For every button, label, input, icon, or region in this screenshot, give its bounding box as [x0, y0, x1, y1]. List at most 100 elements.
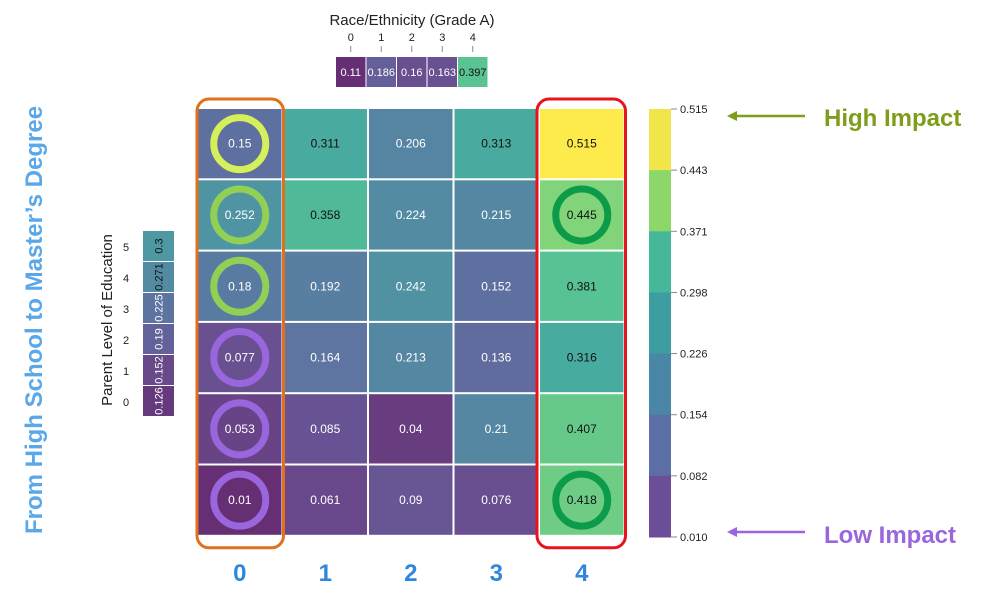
colorbar-segment	[649, 170, 671, 232]
colorbar-segment	[649, 292, 671, 355]
cell-label: 0.316	[567, 351, 597, 365]
highlight-circle	[210, 399, 270, 459]
marginal-top-tick: 4	[470, 32, 476, 44]
heatmap-cell	[454, 251, 538, 321]
heatmap-cell	[369, 322, 453, 393]
x-axis-label: 2	[404, 560, 417, 587]
cell-label: 0.15	[228, 137, 252, 151]
left-highlight-box	[195, 97, 285, 550]
cell-label: 0.076	[481, 493, 511, 507]
marginal-top-value: 0.397	[459, 67, 487, 79]
heatmap-cell	[540, 251, 624, 321]
marginal-top-cell	[336, 57, 366, 87]
marginal-top-cell	[366, 57, 396, 87]
cell-label: 0.164	[310, 351, 340, 365]
colorbar-segment	[649, 109, 671, 171]
marginal-left-value: 0.271	[154, 263, 166, 291]
cell-label: 0.213	[396, 351, 426, 365]
cell-label: 0.381	[567, 279, 597, 293]
heatmap-cell	[369, 109, 453, 179]
heatmap-cell	[454, 180, 538, 250]
heatmap-cell	[283, 180, 367, 250]
marginal-left-title: Parent Level of Education	[99, 234, 116, 406]
marginal-left-cell	[143, 293, 174, 323]
heatmap-cell	[369, 465, 453, 535]
colorbar-segment	[649, 231, 671, 293]
marginal-top-value: 0.16	[401, 67, 422, 79]
colorbar-segment	[649, 414, 671, 477]
cell-label: 0.136	[481, 351, 511, 365]
high-impact-label: High Impact	[824, 105, 961, 132]
marginal-left-value: 0.152	[154, 356, 166, 384]
marginal-left-tick: 3	[123, 304, 129, 316]
marginal-left-value: 0.225	[154, 294, 166, 322]
cell-label: 0.215	[481, 208, 511, 222]
heatmap-cell	[454, 322, 538, 393]
marginal-top-tick: 3	[439, 32, 445, 44]
high-impact-arrow-head	[727, 111, 737, 121]
highlight-circle	[210, 328, 270, 388]
heatmap-cell	[283, 322, 367, 393]
heatmap-cell	[540, 394, 624, 464]
colorbar-segment	[649, 475, 671, 538]
marginal-top-cell	[397, 57, 427, 87]
colorbar-tick-label: 0.443	[680, 165, 708, 177]
cell-label: 0.242	[396, 279, 426, 293]
cell-label: 0.445	[567, 208, 597, 222]
cell-label: 0.206	[396, 137, 426, 151]
marginal-left-cell	[143, 262, 174, 292]
marginal-left-cell	[143, 231, 174, 261]
heatmap-cell	[283, 394, 367, 464]
heatmap-cell	[369, 394, 453, 464]
marginal-top-tick: 2	[409, 32, 415, 44]
colorbar-tick-label: 0.226	[680, 349, 708, 361]
low-impact-label: Low Impact	[824, 522, 956, 549]
colorbar-tick-label: 0.010	[680, 532, 708, 544]
marginal-top-title: Race/Ethnicity (Grade A)	[329, 12, 494, 29]
highlight-circle	[210, 470, 270, 530]
highlight-circle	[210, 256, 270, 316]
cell-label: 0.04	[399, 422, 423, 436]
cell-label: 0.515	[567, 137, 597, 151]
marginal-top-value: 0.163	[428, 67, 456, 79]
heatmap-cell	[454, 109, 538, 179]
marginal-left-cell	[143, 355, 174, 385]
cell-label: 0.01	[228, 493, 252, 507]
x-axis-label: 4	[575, 560, 589, 587]
marginal-left-value: 0.126	[154, 387, 166, 415]
highlight-circle	[552, 470, 612, 530]
cell-label: 0.407	[567, 422, 597, 436]
x-axis-label: 3	[490, 560, 503, 587]
marginal-left-tick: 2	[123, 335, 129, 347]
heatmap-cell	[540, 322, 624, 393]
highlight-circle	[210, 185, 270, 245]
heatmap-cell	[540, 109, 624, 179]
marginal-top-cell	[427, 57, 457, 87]
marginal-top-value: 0.186	[367, 67, 395, 79]
marginal-left-value: 0.19	[154, 328, 166, 349]
marginal-left-tick: 5	[123, 242, 129, 254]
marginal-left-tick: 4	[123, 273, 129, 285]
cell-label: 0.061	[310, 493, 340, 507]
cell-label: 0.21	[485, 422, 509, 436]
heatmap-cell	[369, 180, 453, 250]
colorbar-tick-label: 0.298	[680, 287, 708, 299]
colorbar-tick-label: 0.082	[680, 471, 708, 483]
cell-label: 0.09	[399, 493, 423, 507]
cell-label: 0.311	[311, 137, 340, 151]
marginal-top-value: 0.11	[340, 67, 361, 79]
heatmap-cell	[454, 394, 538, 464]
marginal-left-tick: 0	[123, 397, 129, 409]
cell-label: 0.085	[310, 422, 340, 436]
cell-label: 0.252	[225, 208, 255, 222]
heatmap-cell	[283, 251, 367, 321]
heatmap-cell	[454, 465, 538, 535]
highlight-circle	[552, 185, 612, 245]
x-axis-label: 0	[233, 560, 246, 587]
colorbar-tick-label: 0.515	[680, 104, 708, 116]
cell-label: 0.313	[481, 137, 511, 151]
cell-label: 0.224	[396, 208, 426, 222]
colorbar-tick-label: 0.154	[680, 410, 708, 422]
colorbar-tick-label: 0.371	[680, 226, 708, 238]
